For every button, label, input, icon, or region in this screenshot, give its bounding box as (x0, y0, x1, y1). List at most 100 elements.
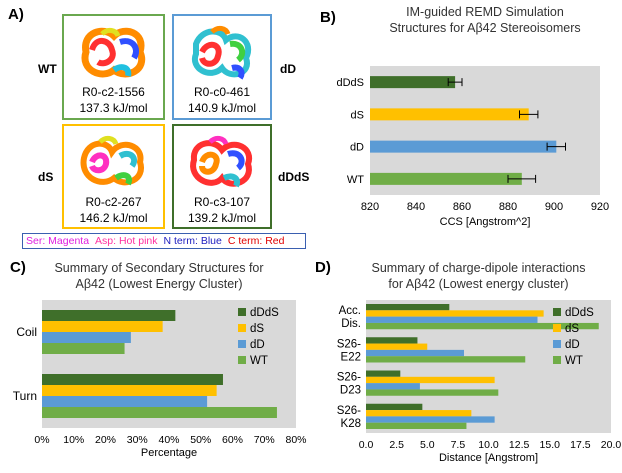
legend-label-c-WT: WT (250, 355, 268, 367)
category-label-d: S26- (337, 405, 361, 417)
x-tick-c: 50% (190, 434, 211, 446)
bar-c-dS-1 (42, 385, 217, 396)
x-tick-c: 70% (254, 434, 275, 446)
chart-charge-dipole: D) Summary of charge-dipole interactions f… (315, 259, 622, 464)
x-tick-d: 17.5 (570, 439, 591, 451)
bar-d-dDdS-1 (366, 337, 418, 344)
panel-a-label: A) (8, 6, 24, 23)
legend-label-c-dD: dD (250, 339, 265, 351)
bar-d-WT-0 (366, 322, 599, 330)
chart-secondary-structures: C) Summary of Secondary Structures for Aβ4… (10, 259, 307, 459)
bar-c-WT-0 (42, 343, 125, 354)
panel-c-label: C) (10, 259, 26, 276)
category-label-WT: WT (347, 174, 364, 186)
category-label-dD: dD (350, 142, 364, 154)
structure-box-ds: R0-c2-267 146.2 kJ/mol (62, 124, 165, 229)
bar-d-dD-0 (366, 316, 538, 323)
legend-asp: Asp: Hot pink (95, 235, 158, 247)
bar-d-dD-3 (366, 416, 495, 423)
bar-d-dD-2 (366, 383, 420, 390)
x-tick-c: 60% (222, 434, 243, 446)
category-label-d: D23 (340, 385, 361, 397)
x-tick-c: 40% (158, 434, 179, 446)
bar-c-dDdS-0 (42, 310, 176, 321)
legend-nterm: N term: Blue (163, 235, 222, 247)
x-axis-label-d: Distance [Angstrom] (439, 452, 538, 464)
x-tick-c: 80% (285, 434, 306, 446)
structure-name-wt: R0-c2-1556 (82, 85, 145, 99)
x-tick-d: 7.5 (451, 439, 466, 451)
chart-ccs: B) IM-guided REMD Simulation Structures fo… (320, 5, 609, 228)
bar-ccs-WT (370, 172, 522, 185)
legend-swatch-c-dS (238, 324, 246, 332)
bar-d-dS-2 (366, 376, 495, 384)
bar-c-dD-1 (42, 396, 208, 407)
legend-cterm: C term: Red (227, 235, 285, 247)
bar-ccs-dDdS (370, 76, 456, 89)
x-tick-b: 900 (545, 201, 563, 213)
bar-d-dS-0 (366, 310, 544, 317)
x-axis-label-b: CCS [Angstrom^2] (440, 216, 531, 228)
legend-swatch-d-dDdS (553, 308, 561, 316)
category-label-c: Turn (13, 389, 37, 403)
chart-d-title: Summary of charge-dipole interactions (372, 261, 586, 275)
category-label-d: K28 (341, 418, 361, 430)
residue-color-legend: Ser: Magenta Asp: Hot pink N term: Blue C t… (22, 233, 306, 249)
legend-swatch-d-dD (553, 340, 561, 348)
x-tick-c: 20% (95, 434, 116, 446)
bar-d-dD-1 (366, 349, 464, 357)
x-tick-d: 20.0 (601, 439, 622, 451)
bar-d-dS-3 (366, 410, 472, 417)
legend-swatch-d-WT (553, 356, 561, 364)
chart-b-subtitle: Structures for Aβ42 Stereoisomers (389, 21, 580, 35)
legend-label-d-dD: dD (565, 339, 580, 351)
bar-d-dDdS-3 (366, 403, 423, 411)
category-label-d: Acc. (339, 305, 361, 317)
legend-label-d-dS: dS (565, 323, 579, 335)
x-tick-c: 30% (127, 434, 148, 446)
bar-d-dDdS-0 (366, 304, 450, 311)
structure-name-dd: R0-c0-461 (193, 85, 251, 99)
x-tick-d: 5.0 (420, 439, 435, 451)
side-label-ddds: dDdS (278, 170, 310, 184)
category-label-d: E22 (341, 351, 361, 363)
x-tick-c: 0% (34, 434, 49, 446)
x-axis-label-c: Percentage (141, 447, 197, 459)
legend-ser: Ser: Magenta (26, 235, 90, 247)
bar-d-WT-1 (366, 356, 526, 363)
x-tick-d: 12.5 (509, 439, 530, 451)
legend-swatch-d-dS (553, 324, 561, 332)
bar-ccs-dS (370, 108, 529, 121)
side-label-ds: dS (38, 170, 54, 184)
legend-label-c-dS: dS (250, 323, 264, 335)
bar-d-dDdS-2 (366, 370, 401, 377)
category-label-c: Coil (16, 325, 37, 339)
x-tick-c: 10% (63, 434, 84, 446)
category-label-d: S26- (337, 372, 361, 384)
category-label-d: Dis. (341, 318, 361, 330)
structure-name-ddds: R0-c3-107 (193, 195, 251, 209)
side-label-wt: WT (38, 62, 57, 76)
protein-structure-ds (80, 135, 144, 186)
bar-c-dDdS-1 (42, 374, 223, 385)
bar-d-WT-2 (366, 389, 499, 396)
x-tick-d: 15.0 (540, 439, 561, 451)
structure-name-ds: R0-c2-267 (85, 195, 142, 209)
chart-c-subtitle: Aβ42 (Lowest Energy Cluster) (76, 277, 243, 291)
structure-box-ddds: R0-c3-107 139.2 kJ/mol (172, 124, 272, 229)
x-tick-d: 0.0 (359, 439, 374, 451)
bar-ccs-dD (370, 140, 557, 153)
chart-d-subtitle: for Aβ42 (Lowest energy cluster) (388, 277, 568, 291)
category-label-dS: dS (351, 109, 364, 121)
protein-structure-ddds (190, 135, 253, 188)
bar-c-dD-0 (42, 332, 131, 343)
legend-swatch-c-WT (238, 356, 246, 364)
panel-b-label: B) (320, 9, 336, 26)
x-tick-b: 820 (361, 201, 379, 213)
category-label-dDdS: dDdS (336, 77, 364, 89)
legend-swatch-c-dD (238, 340, 246, 348)
bar-d-WT-3 (366, 422, 467, 429)
protein-structure-dd (191, 25, 251, 80)
structure-energy-ds: 146.2 kJ/mol (79, 211, 148, 225)
structure-energy-wt: 137.3 kJ/mol (79, 101, 148, 115)
